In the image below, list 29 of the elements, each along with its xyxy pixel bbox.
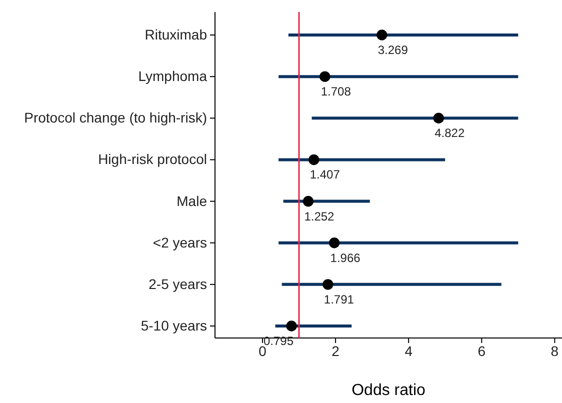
point bbox=[286, 320, 297, 332]
point bbox=[322, 279, 334, 290]
point bbox=[328, 238, 340, 248]
data-label: 3.269 bbox=[378, 43, 408, 57]
y-tick-label: Protocol change (to high-risk) bbox=[24, 110, 207, 126]
y-tick-label: High-risk protocol bbox=[98, 151, 207, 168]
point bbox=[433, 112, 444, 124]
x-tick-label: 8 bbox=[550, 342, 559, 359]
x-tick-label: 6 bbox=[478, 342, 486, 359]
x-tick-label: 4 bbox=[404, 342, 413, 359]
data-label: 1.791 bbox=[324, 292, 354, 306]
data-label: 4.822 bbox=[434, 126, 465, 140]
y-tick-label: <2 years bbox=[152, 234, 207, 250]
y-tick-label: Male bbox=[176, 192, 208, 209]
data-label: 1.966 bbox=[330, 250, 361, 265]
data-label: 0.795 bbox=[263, 334, 294, 348]
point bbox=[320, 71, 330, 82]
point bbox=[308, 154, 320, 166]
point bbox=[376, 30, 388, 40]
y-tick-label: 2-5 years bbox=[148, 276, 207, 292]
y-tick-label: Lymphoma bbox=[138, 68, 208, 84]
x-axis-title: Odds ratio bbox=[352, 382, 426, 399]
y-tick-label: 5-10 years bbox=[140, 317, 207, 334]
data-label: 1.708 bbox=[320, 84, 352, 99]
y-tick-label: Rituximab bbox=[144, 26, 208, 42]
x-tick-label: 2 bbox=[332, 342, 340, 359]
data-label: 1.407 bbox=[310, 168, 340, 182]
point bbox=[302, 196, 314, 207]
data-label: 1.252 bbox=[304, 209, 335, 224]
